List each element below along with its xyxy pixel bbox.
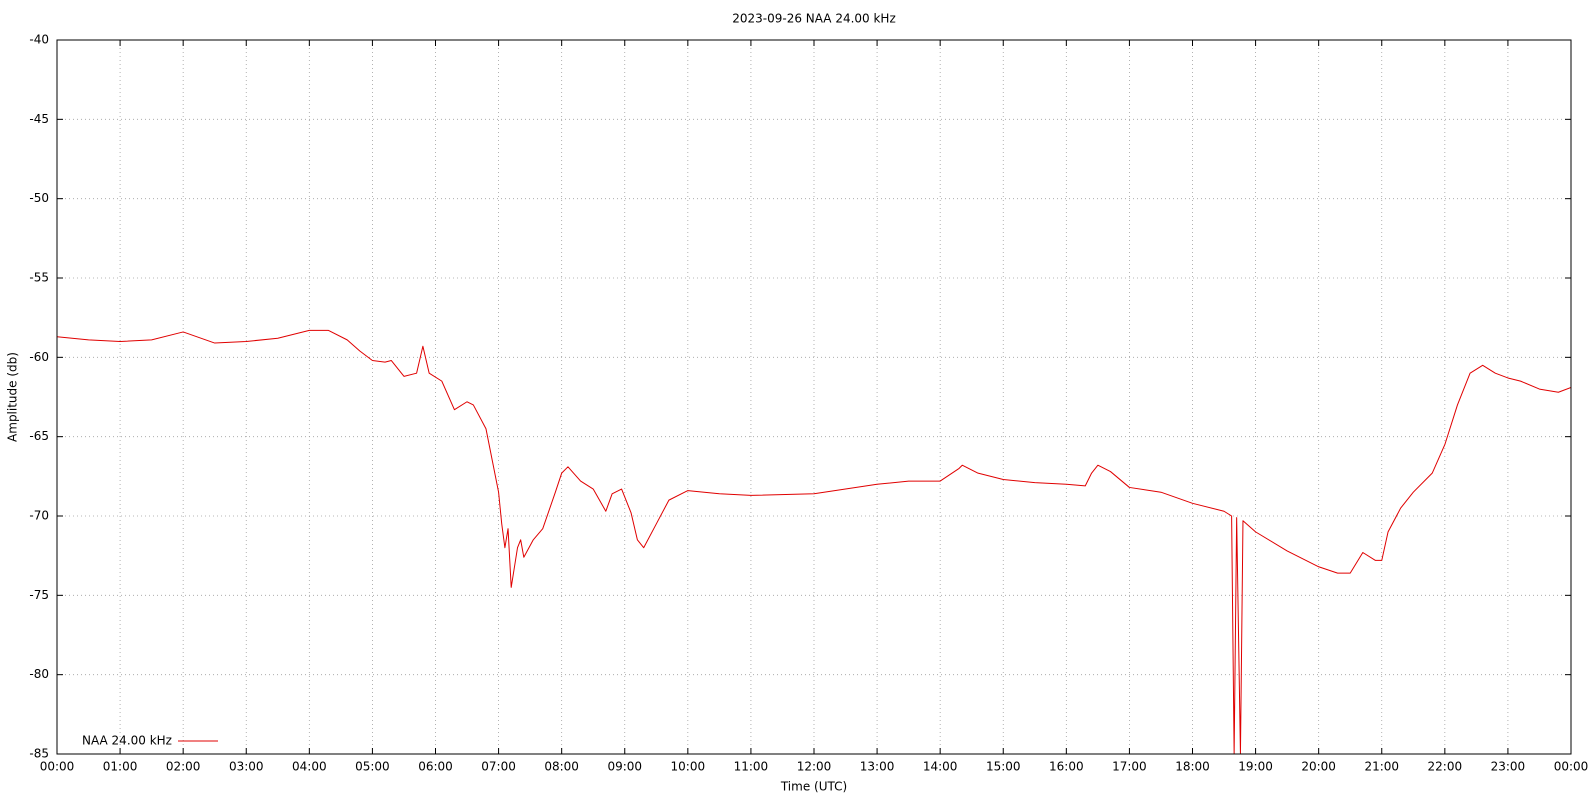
x-tick-label: 05:00 <box>355 760 390 774</box>
x-tick-label: 12:00 <box>797 760 832 774</box>
y-tick-label: -65 <box>29 429 49 443</box>
x-tick-label: 06:00 <box>418 760 453 774</box>
x-tick-label: 08:00 <box>544 760 579 774</box>
x-tick-label: 07:00 <box>481 760 516 774</box>
x-tick-label: 18:00 <box>1175 760 1210 774</box>
y-tick-label: -75 <box>29 588 49 602</box>
legend-label: NAA 24.00 kHz <box>82 734 172 748</box>
y-tick-label: -70 <box>29 509 49 523</box>
x-tick-label: 09:00 <box>607 760 642 774</box>
x-tick-label: 11:00 <box>734 760 769 774</box>
x-tick-label: 22:00 <box>1428 760 1463 774</box>
data-line <box>57 329 1571 754</box>
x-tick-label: 20:00 <box>1301 760 1336 774</box>
y-tick-label: -40 <box>29 33 49 47</box>
y-tick-label: -85 <box>29 747 49 761</box>
y-tick-label: -60 <box>29 350 49 364</box>
x-tick-label: 02:00 <box>166 760 201 774</box>
x-tick-label: 10:00 <box>671 760 706 774</box>
y-tick-label: -50 <box>29 191 49 205</box>
x-tick-label: 00:00 <box>40 760 75 774</box>
x-tick-label: 15:00 <box>986 760 1021 774</box>
x-tick-label: 16:00 <box>1049 760 1084 774</box>
y-tick-label: -80 <box>29 667 49 681</box>
grid <box>56 39 1572 755</box>
x-tick-label: 17:00 <box>1112 760 1147 774</box>
x-axis-label: Time (UTC) <box>780 780 847 794</box>
x-tick-label: 19:00 <box>1238 760 1273 774</box>
x-tick-label: 03:00 <box>229 760 264 774</box>
x-tick-label: 23:00 <box>1491 760 1526 774</box>
x-tick-label: 00:00 <box>1554 760 1589 774</box>
x-tick-label: 04:00 <box>292 760 327 774</box>
y-tick-label: -55 <box>29 271 49 285</box>
y-tick-label: -45 <box>29 112 49 126</box>
x-tick-label: 14:00 <box>923 760 958 774</box>
chart-title: 2023-09-26 NAA 24.00 kHz <box>732 12 896 26</box>
x-tick-label: 13:00 <box>860 760 895 774</box>
plot-area <box>57 329 1571 754</box>
y-axis-label: Amplitude (db) <box>6 352 20 442</box>
x-tick-label: 21:00 <box>1364 760 1399 774</box>
x-tick-label: 01:00 <box>103 760 138 774</box>
